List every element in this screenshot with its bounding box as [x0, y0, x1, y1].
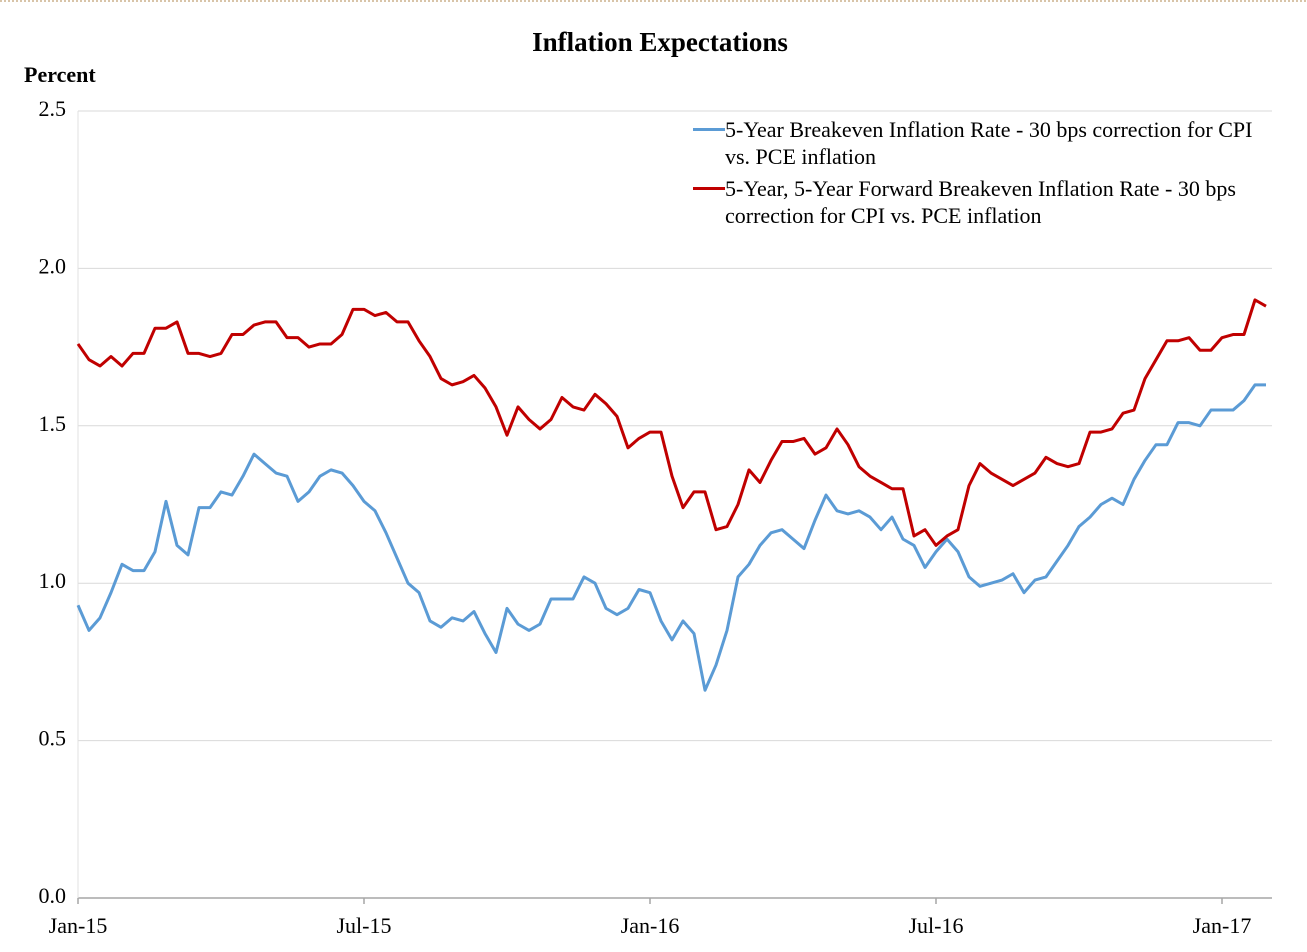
legend-swatch [693, 128, 725, 131]
x-tick-label: Jan-15 [49, 913, 108, 938]
y-tick-label: 0.0 [39, 883, 67, 908]
y-tick-label: 2.0 [39, 253, 67, 278]
y-axis-label: Percent [24, 62, 96, 87]
y-tick-label: 2.5 [39, 96, 67, 121]
legend: 5-Year Breakeven Inflation Rate - 30 bps… [693, 116, 1283, 234]
legend-label: 5-Year, 5-Year Forward Breakeven Inflati… [725, 176, 1236, 228]
x-tick-label: Jul-15 [337, 913, 392, 938]
y-tick-label: 1.5 [39, 411, 67, 436]
legend-entry: 5-Year, 5-Year Forward Breakeven Inflati… [693, 175, 1283, 229]
legend-entry: 5-Year Breakeven Inflation Rate - 30 bps… [693, 116, 1283, 170]
legend-swatch [693, 187, 725, 190]
x-tick-label: Jul-16 [909, 913, 964, 938]
y-tick-label: 1.0 [39, 568, 67, 593]
x-tick-label: Jan-17 [1193, 913, 1252, 938]
series-line [76, 383, 1266, 692]
chart-title: Inflation Expectations [532, 27, 788, 57]
legend-label: 5-Year Breakeven Inflation Rate - 30 bps… [725, 117, 1253, 169]
x-tick-label: Jan-16 [621, 913, 680, 938]
y-tick-label: 0.5 [39, 726, 67, 751]
series-line [76, 298, 1267, 547]
